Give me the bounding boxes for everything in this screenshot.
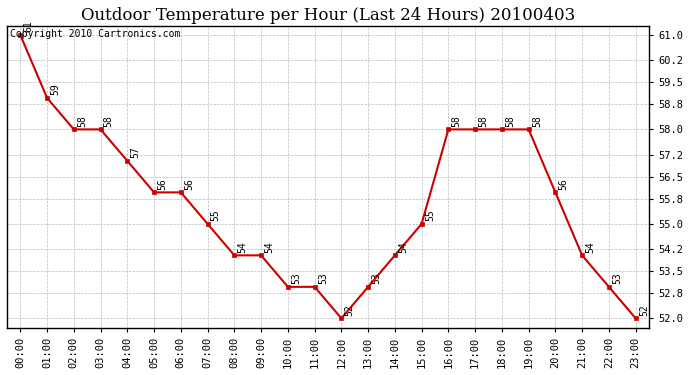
Text: 58: 58 <box>104 115 114 127</box>
Text: 55: 55 <box>211 210 221 221</box>
Text: 53: 53 <box>318 273 328 284</box>
Text: 56: 56 <box>157 178 167 190</box>
Text: 54: 54 <box>264 241 275 253</box>
Text: 61: 61 <box>23 21 34 32</box>
Title: Outdoor Temperature per Hour (Last 24 Hours) 20100403: Outdoor Temperature per Hour (Last 24 Ho… <box>81 7 575 24</box>
Text: 52: 52 <box>639 304 649 316</box>
Text: 58: 58 <box>451 115 462 127</box>
Text: 59: 59 <box>50 84 60 95</box>
Text: Copyright 2010 Cartronics.com: Copyright 2010 Cartronics.com <box>10 28 181 39</box>
Text: 58: 58 <box>478 115 489 127</box>
Text: 58: 58 <box>505 115 515 127</box>
Text: 53: 53 <box>612 273 622 284</box>
Text: 54: 54 <box>585 241 595 253</box>
Text: 53: 53 <box>291 273 301 284</box>
Text: 54: 54 <box>398 241 408 253</box>
Text: 58: 58 <box>532 115 542 127</box>
Text: 56: 56 <box>559 178 569 190</box>
Text: 53: 53 <box>371 273 382 284</box>
Text: 55: 55 <box>425 210 435 221</box>
Text: 56: 56 <box>184 178 194 190</box>
Text: 58: 58 <box>77 115 87 127</box>
Text: 52: 52 <box>344 304 355 316</box>
Text: 57: 57 <box>130 147 141 158</box>
Text: 54: 54 <box>237 241 248 253</box>
